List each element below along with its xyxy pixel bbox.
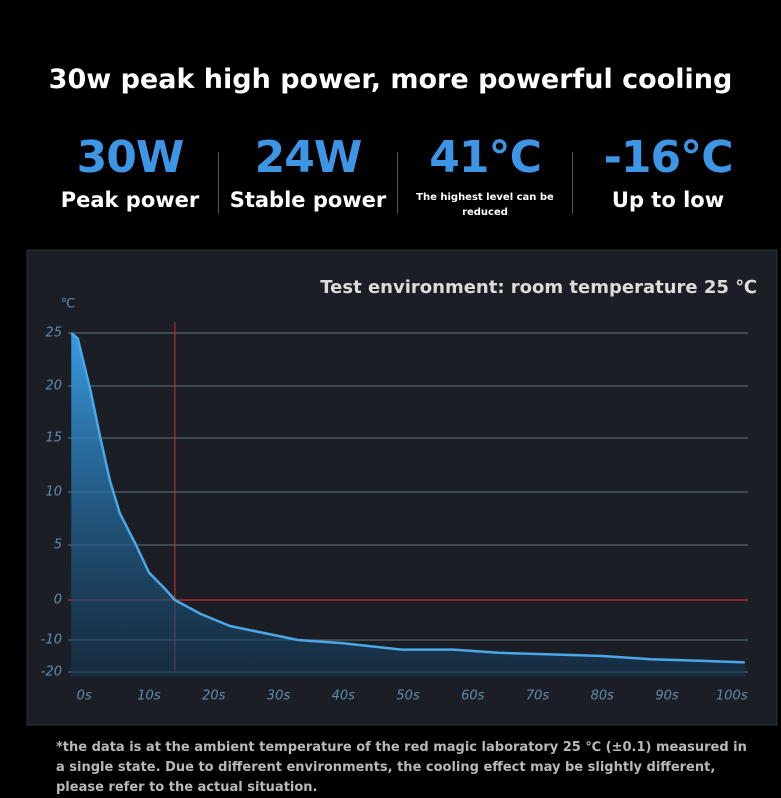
divider bbox=[397, 152, 398, 214]
stat-value: 30W bbox=[76, 132, 185, 183]
stat: -16℃ Up to low bbox=[578, 130, 758, 212]
divider bbox=[572, 152, 573, 214]
x-tick-label: 60s bbox=[461, 689, 485, 704]
stat: 24W Stable power bbox=[218, 130, 398, 212]
stat-value: 24W bbox=[254, 132, 363, 183]
divider bbox=[218, 152, 219, 214]
x-tick-label: 30s bbox=[267, 689, 291, 704]
y-axis-label: ℃ bbox=[61, 297, 76, 312]
x-tick-label: 50s bbox=[396, 689, 420, 704]
y-tick-label: 15 bbox=[45, 431, 62, 446]
stat-label: The highest level can be reduced bbox=[416, 192, 554, 218]
y-tick-label: 25 bbox=[45, 326, 62, 341]
x-tick-label: 80s bbox=[591, 689, 615, 704]
area bbox=[71, 333, 745, 677]
stat-label: Stable power bbox=[229, 188, 387, 212]
x-tick-label: 100s bbox=[716, 689, 748, 704]
y-tick-label: 10 bbox=[45, 485, 62, 500]
stat-label: Peak power bbox=[60, 188, 200, 212]
x-tick-label: 10s bbox=[137, 689, 161, 704]
title: 30w peak high power, more powerful cooli… bbox=[48, 64, 733, 95]
y-tick-label: 5 bbox=[54, 538, 62, 553]
y-tick-label: 0 bbox=[54, 593, 62, 608]
chart-subtitle: Test environment: room temperature 25 ℃ bbox=[320, 277, 757, 298]
x-tick-label: 70s bbox=[526, 689, 550, 704]
stat-value: 41℃ bbox=[429, 132, 542, 183]
x-tick-label: 40s bbox=[332, 689, 356, 704]
stat: 30W Peak power bbox=[40, 130, 220, 212]
y-tick-label: -20 bbox=[41, 665, 62, 680]
footnote: *the data is at the ambient temperature … bbox=[56, 740, 747, 795]
line bbox=[70, 332, 745, 664]
stat: 41℃ The highest level can be reduced bbox=[395, 130, 575, 220]
stat-label: Up to low bbox=[611, 188, 725, 212]
x-tick-label: 90s bbox=[655, 689, 679, 704]
x-tick-label: 0s bbox=[77, 689, 92, 704]
x-tick-label: 20s bbox=[202, 689, 226, 704]
stat-value: -16℃ bbox=[603, 132, 734, 183]
y-tick-label: 20 bbox=[45, 379, 62, 394]
y-tick-label: -10 bbox=[41, 633, 62, 648]
